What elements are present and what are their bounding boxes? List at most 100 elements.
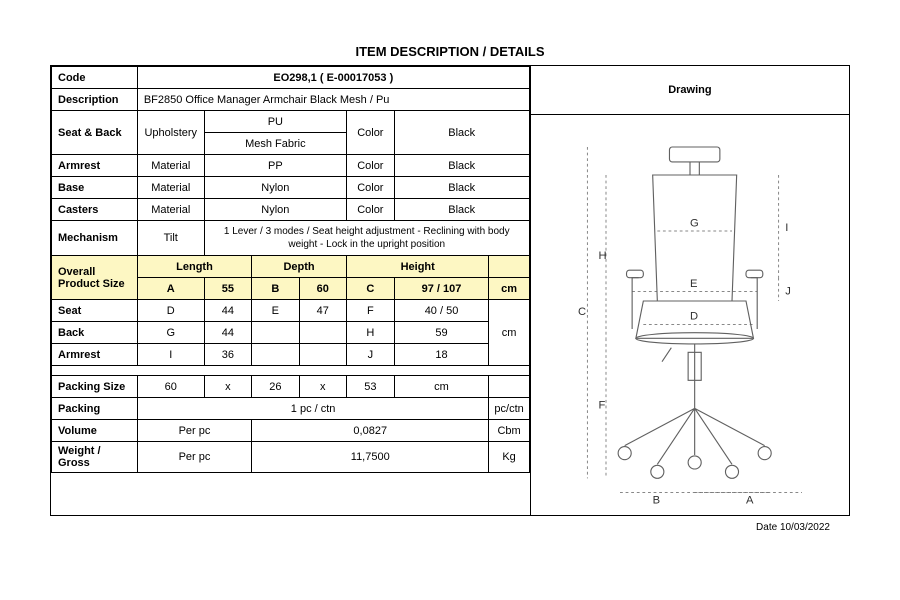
- casters-sub: Material: [137, 199, 204, 221]
- desc-label: Description: [52, 89, 138, 111]
- seatback-sub: Upholstery: [137, 111, 204, 155]
- seat-E: E: [252, 300, 299, 322]
- svg-text:C: C: [578, 306, 586, 318]
- casters-label: Casters: [52, 199, 138, 221]
- seat-label: Seat: [52, 300, 138, 322]
- volume-label: Volume: [52, 420, 138, 442]
- back-blank1: [252, 322, 299, 344]
- back-G: G: [137, 322, 204, 344]
- base-sub: Material: [137, 177, 204, 199]
- casters-color: Black: [394, 199, 529, 221]
- seatback-v2: Mesh Fabric: [204, 133, 346, 155]
- back-blank2: [299, 322, 346, 344]
- base-color: Black: [394, 177, 529, 199]
- date-row: Date 10/03/2022: [50, 516, 850, 538]
- ps-unit: cm: [394, 376, 489, 398]
- row-volume: Volume Per pc 0,0827 Cbm: [52, 420, 530, 442]
- row-weight: Weight / Gross Per pc 11,7500 Kg: [52, 442, 530, 473]
- spec-table-wrap: Code EO298,1 ( E-00017053 ) Description …: [51, 66, 530, 515]
- date-label: Date: [756, 522, 777, 533]
- spec-table: Code EO298,1 ( E-00017053 ) Description …: [51, 66, 530, 473]
- seat-unit: cm: [489, 300, 529, 366]
- ps-h: 53: [347, 376, 395, 398]
- weight-value: 11,7500: [252, 442, 489, 473]
- armrest2-blank1: [252, 344, 299, 366]
- back-label: Back: [52, 322, 138, 344]
- overall-C: C: [347, 278, 395, 300]
- svg-text:I: I: [785, 222, 788, 234]
- mech-value: 1 Lever / 3 modes / Seat height adjustme…: [204, 221, 529, 256]
- armrest-label: Armrest: [52, 155, 138, 177]
- weight-unit: Kg: [489, 442, 529, 473]
- mech-sub: Tilt: [137, 221, 204, 256]
- row-seat: Seat D 44 E 47 F 40 / 50 cm: [52, 300, 530, 322]
- overall-depth: Depth: [252, 256, 347, 278]
- chair-diagram-icon: C H F G D E I J B A: [550, 125, 830, 505]
- overall-Av: 55: [204, 278, 251, 300]
- svg-text:A: A: [746, 495, 754, 505]
- base-value: Nylon: [204, 177, 346, 199]
- svg-text:D: D: [690, 311, 698, 323]
- code-value: EO298,1 ( E-00017053 ): [137, 67, 529, 89]
- page-title: ITEM DESCRIPTION / DETAILS: [50, 40, 850, 65]
- ps-label: Packing Size: [52, 376, 138, 398]
- svg-text:J: J: [785, 285, 791, 297]
- seatback-color: Black: [394, 111, 529, 155]
- row-spacer: [52, 366, 530, 376]
- casters-value: Nylon: [204, 199, 346, 221]
- weight-label: Weight / Gross: [52, 442, 138, 473]
- base-label: Base: [52, 177, 138, 199]
- armrest-value: PP: [204, 155, 346, 177]
- row-seatback-1: Seat & Back Upholstery PU Color Black: [52, 111, 530, 133]
- overall-blank: [489, 256, 529, 278]
- armrest2-Jv: 18: [394, 344, 489, 366]
- date-value: 10/03/2022: [780, 522, 830, 533]
- back-H: H: [347, 322, 395, 344]
- volume-value: 0,0827: [252, 420, 489, 442]
- seatback-v1: PU: [204, 111, 346, 133]
- mech-label: Mechanism: [52, 221, 138, 256]
- volume-unit: Cbm: [489, 420, 529, 442]
- packing-label: Packing: [52, 398, 138, 420]
- row-code: Code EO298,1 ( E-00017053 ): [52, 67, 530, 89]
- svg-text:F: F: [598, 399, 605, 411]
- armrest2-Iv: 36: [204, 344, 251, 366]
- armrest2-label: Armrest: [52, 344, 138, 366]
- svg-text:H: H: [598, 250, 606, 262]
- seat-D: D: [137, 300, 204, 322]
- base-colorlbl: Color: [347, 177, 395, 199]
- overall-B: B: [252, 278, 299, 300]
- back-Hv: 59: [394, 322, 489, 344]
- overall-height: Height: [347, 256, 489, 278]
- overall-Bv: 60: [299, 278, 346, 300]
- row-packing: Packing 1 pc / ctn pc/ctn: [52, 398, 530, 420]
- seatback-label: Seat & Back: [52, 111, 138, 155]
- ps-l: 60: [137, 376, 204, 398]
- row-mechanism: Mechanism Tilt 1 Lever / 3 modes / Seat …: [52, 221, 530, 256]
- drawing-panel: Drawing: [530, 66, 849, 515]
- svg-text:E: E: [690, 278, 697, 290]
- ps-w: 26: [252, 376, 299, 398]
- armrest2-I: I: [137, 344, 204, 366]
- casters-colorlbl: Color: [347, 199, 395, 221]
- seat-Fv: 40 / 50: [394, 300, 489, 322]
- weight-per: Per pc: [137, 442, 251, 473]
- main-container: Code EO298,1 ( E-00017053 ) Description …: [50, 65, 850, 516]
- seat-Ev: 47: [299, 300, 346, 322]
- seat-Dv: 44: [204, 300, 251, 322]
- overall-length: Length: [137, 256, 251, 278]
- volume-per: Per pc: [137, 420, 251, 442]
- row-overall-head: Overall Product Size Length Depth Height: [52, 256, 530, 278]
- row-armrest2: Armrest I 36 J 18: [52, 344, 530, 366]
- ps-blank: [489, 376, 529, 398]
- ps-x2: x: [299, 376, 346, 398]
- overall-unit: cm: [489, 278, 529, 300]
- row-base: Base Material Nylon Color Black: [52, 177, 530, 199]
- drawing-title: Drawing: [531, 66, 849, 115]
- overall-A: A: [137, 278, 204, 300]
- row-packing-size: Packing Size 60 x 26 x 53 cm: [52, 376, 530, 398]
- drawing-body: C H F G D E I J B A: [531, 115, 849, 515]
- armrest2-blank2: [299, 344, 346, 366]
- svg-text:G: G: [690, 217, 699, 229]
- overall-Cv: 97 / 107: [394, 278, 489, 300]
